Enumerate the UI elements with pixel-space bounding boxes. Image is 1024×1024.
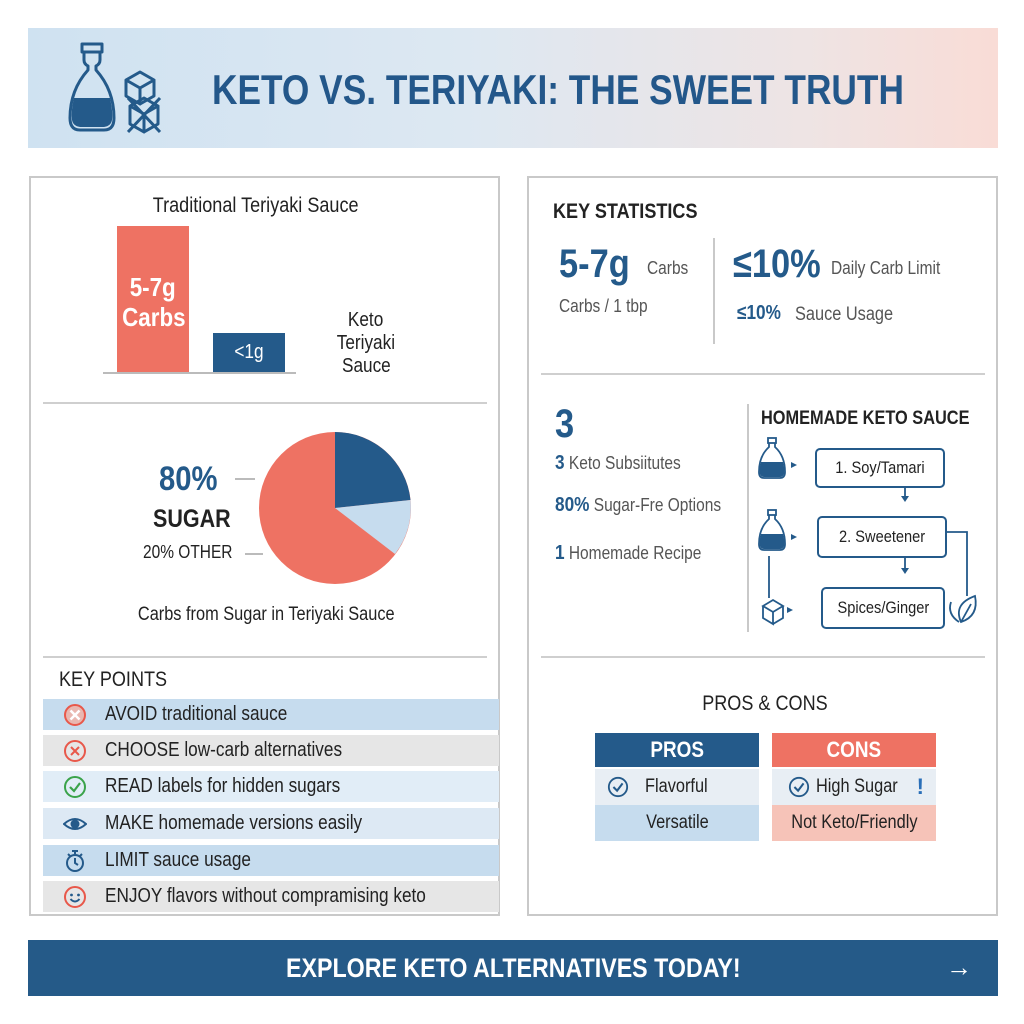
alert-icon: ! (916, 774, 924, 799)
x-circle-filled-icon (64, 703, 86, 726)
key-point-item: READ labels for hidden sugars (43, 771, 499, 802)
smiley-icon (64, 885, 86, 908)
key-point-item: ENJOY flavors without compramising keto (43, 881, 499, 912)
cta-label: EXPLORE KETO ALTERNATIVES TODAY! (285, 952, 741, 983)
check-circle-icon (607, 776, 629, 798)
pros-header: PROS (595, 733, 759, 767)
key-statistics-title: KEY STATISTICS (553, 200, 698, 223)
eye-icon (63, 817, 87, 830)
check-circle-icon (64, 775, 86, 798)
pie-leader-line (235, 478, 255, 480)
cons-header: CONS (772, 733, 936, 767)
key-point-item: LIMIT sauce usage (43, 845, 499, 876)
stat-limit-label: Daily Carb Limit (831, 258, 941, 278)
section-divider (541, 656, 985, 658)
section-divider (43, 402, 487, 404)
page-title: KETO VS. TERIYAKI: THE SWEET TRUTH (212, 66, 904, 113)
pie-sugar-percent: 80% (159, 460, 218, 498)
substitute-stat-row: 3 Keto Subsiitutes (555, 452, 681, 474)
bar-keto: <1g (213, 333, 285, 372)
left-panel: Traditional Teriyaki Sauce 5-7g Carbs <1… (29, 176, 500, 916)
stat-carbs-unit: Carbs (647, 258, 689, 278)
substitutes-big-number: 3 (555, 402, 575, 446)
cons-item: Not Keto/Friendly (772, 805, 936, 841)
pros-cons-title: PROS & CONS (701, 692, 828, 715)
pie-chart-caption: Carbs from Sugar in Teriyaki Sauce (138, 604, 395, 625)
pie-other-label: 20% OTHER (143, 542, 233, 562)
stat-usage-value: ≤10% (737, 302, 781, 324)
pie-chart (259, 432, 411, 584)
stat-carbs-value: 5-7g (559, 242, 630, 286)
vertical-divider (713, 238, 715, 344)
bar-chart-title: Traditional Teriyaki Sauce (153, 194, 359, 217)
stat-usage-label: Sauce Usage (795, 304, 894, 325)
flow-step-soy-tamari: 1. Soy/Tamari (815, 448, 945, 488)
flow-step-spices-ginger: Spices/Ginger (821, 587, 945, 629)
stat-limit-value: ≤10% (733, 242, 821, 286)
bar-axis (103, 372, 296, 374)
stat-carbs-sub: Carbs / 1 tbp (559, 296, 648, 316)
header-banner: KETO VS. TERIYAKI: THE SWEET TRUTH (28, 28, 998, 148)
check-circle-icon (788, 776, 810, 798)
section-divider (43, 656, 487, 658)
flow-step-sweetener: 2. Sweetener (817, 516, 947, 558)
key-points-title: KEY POINTS (59, 668, 168, 691)
vertical-divider (747, 404, 749, 632)
pie-sugar-label: SUGAR (153, 505, 231, 533)
x-circle-icon (64, 739, 86, 762)
bar-keto-caption: Keto Teriyaki Sauce (336, 309, 396, 377)
cons-item: High Sugar ! (772, 769, 936, 805)
key-point-item: CHOOSE low-carb alternatives (43, 735, 499, 766)
flow-connectors (758, 437, 977, 626)
substitute-stat-row: 1 Homemade Recipe (555, 542, 702, 564)
soy-bottle-and-sugar-cubes-icon (68, 42, 162, 134)
bar-traditional: 5-7g Carbs (117, 226, 189, 372)
key-point-item: AVOID traditional sauce (43, 699, 499, 730)
pie-leader-line (245, 553, 263, 555)
explore-cta-button[interactable]: EXPLORE KETO ALTERNATIVES TODAY! → (28, 940, 998, 996)
right-panel: KEY STATISTICS 5-7g Carbs Carbs / 1 tbp … (527, 176, 998, 916)
arrow-right-icon: → (946, 952, 972, 982)
stopwatch-icon (66, 849, 84, 872)
pros-item: Versatile (595, 805, 759, 841)
substitute-stat-row: 80% Sugar-Fre Options (555, 494, 722, 516)
key-point-item: MAKE homemade versions easily (43, 808, 499, 839)
homemade-sauce-title: HOMEMADE KETO SAUCE (761, 408, 970, 429)
pros-item: Flavorful (595, 769, 759, 805)
section-divider (541, 373, 985, 375)
